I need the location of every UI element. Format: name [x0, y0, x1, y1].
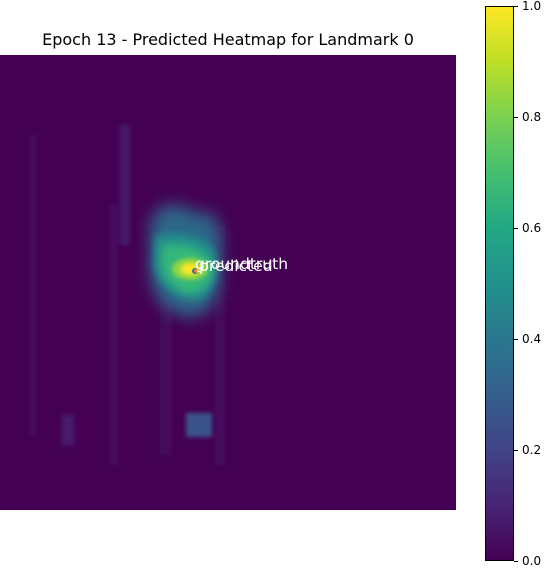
heatmap-background — [0, 55, 456, 510]
vertical-streaks — [30, 125, 225, 465]
colorbar-ticks: 0.0 0.2 0.4 0.6 0.8 1.0 — [514, 0, 544, 569]
heatmap-canvas — [0, 55, 456, 510]
main-blob — [150, 204, 222, 317]
colorbar-tick-label: 1.0 — [522, 0, 542, 13]
heatmap-plot: groundtruth predicted — [0, 55, 456, 510]
chart-title: Epoch 13 - Predicted Heatmap for Landmar… — [42, 30, 414, 49]
predicted-marker — [194, 269, 198, 273]
colorbar-tick-mark — [514, 561, 518, 562]
colorbar-tick-mark — [514, 450, 518, 451]
colorbar-tick-label: 0.0 — [522, 554, 542, 568]
colorbar-tick-mark — [514, 228, 518, 229]
colorbar-tick-label: 0.6 — [522, 221, 542, 235]
colorbar-tick-label: 0.2 — [522, 443, 542, 457]
colorbar-gradient — [485, 6, 514, 561]
colorbar — [485, 6, 514, 561]
lower-patch — [186, 413, 212, 437]
predicted-label: predicted — [199, 257, 273, 275]
groundtruth-label: groundtruth — [195, 255, 289, 273]
colorbar-tick-mark — [514, 339, 518, 340]
colorbar-tick-label: 0.8 — [522, 110, 542, 124]
colorbar-tick-label: 0.4 — [522, 332, 542, 346]
colorbar-tick-mark — [514, 117, 518, 118]
colorbar-tick-mark — [514, 6, 518, 7]
